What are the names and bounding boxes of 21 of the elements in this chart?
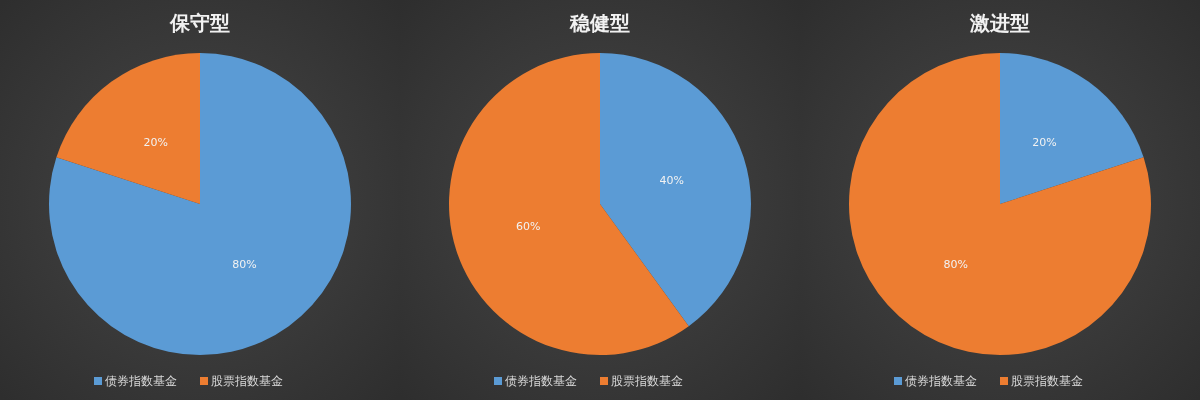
legend-item: 债券指数基金	[494, 373, 577, 388]
data-label: 20%	[143, 135, 168, 149]
chart-title: 激进型	[969, 11, 1030, 35]
legend-item: 股票指数基金	[200, 373, 283, 388]
pie-slice	[449, 53, 689, 355]
chart-title: 稳健型	[569, 11, 630, 35]
data-label: 20%	[1032, 135, 1057, 149]
chart-title: 保守型	[169, 11, 230, 35]
pie-slice	[1000, 53, 1144, 204]
pie-slice	[600, 53, 751, 327]
data-label: 80%	[943, 258, 968, 272]
pie-slice	[49, 53, 351, 355]
data-label: 80%	[232, 258, 257, 272]
legend-item: 债券指数基金	[894, 373, 977, 388]
legend-item: 债券指数基金	[94, 373, 177, 388]
pie-slice	[849, 53, 1151, 355]
legend-item: 股票指数基金	[600, 373, 683, 388]
legend-item: 股票指数基金	[1000, 373, 1083, 388]
data-label: 40%	[659, 173, 685, 187]
pie-slice	[56, 53, 200, 204]
data-label: 60%	[515, 220, 541, 234]
